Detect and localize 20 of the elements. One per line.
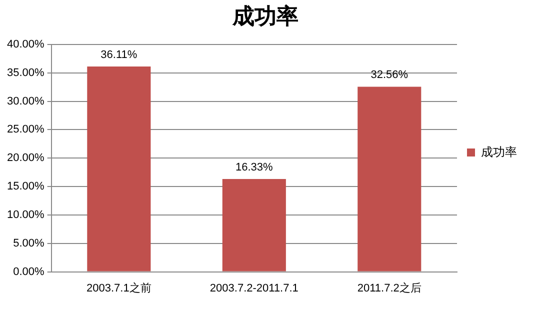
y-tick-label: 5.00% <box>13 237 45 250</box>
x-tick-label: 2003.7.1之前 <box>86 281 152 294</box>
x-tick-label: 2003.7.2-2011.7.1 <box>210 282 298 294</box>
y-tick-label: 15.00% <box>6 180 45 193</box>
bar <box>87 66 151 272</box>
y-tick-label: 40.00% <box>6 38 45 50</box>
bar <box>358 86 422 272</box>
data-label: 36.11% <box>100 49 138 62</box>
y-tick-label: 10.00% <box>6 208 45 221</box>
data-label: 32.56% <box>370 69 408 82</box>
legend-label: 成功率 <box>481 144 517 159</box>
bar <box>222 178 286 272</box>
y-tick-label: 30.00% <box>6 95 45 108</box>
y-tick-label: 0.00% <box>13 266 45 278</box>
data-label: 16.33% <box>236 161 274 174</box>
x-tick-label: 2011.7.2之后 <box>357 281 422 294</box>
y-tick-label: 25.00% <box>6 124 45 136</box>
y-tick-label: 20.00% <box>6 152 45 164</box>
chart-title: 成功率 <box>232 3 298 28</box>
y-tick-label: 35.00% <box>6 66 45 79</box>
